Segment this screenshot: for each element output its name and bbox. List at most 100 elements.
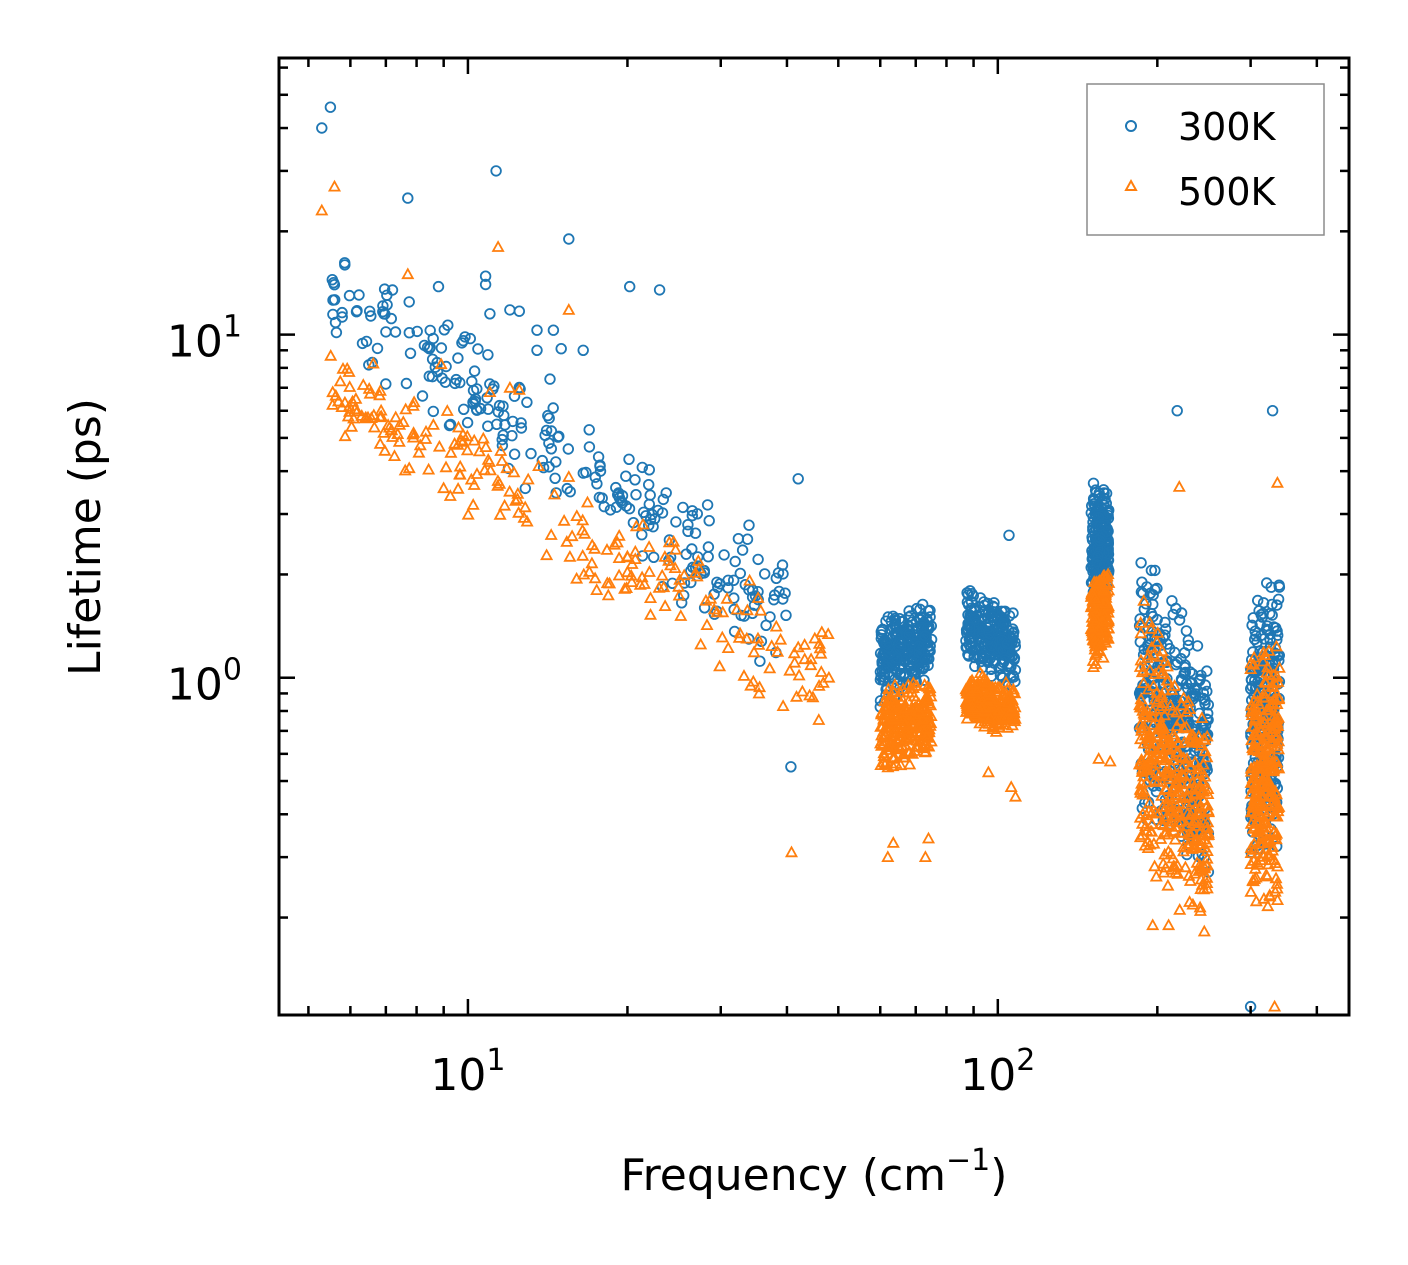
point-500k-19 [674, 609, 688, 621]
point-500k-458 [903, 757, 917, 770]
point-300k-740 [969, 602, 981, 615]
point-300k-1044 [1173, 614, 1186, 626]
point-500k-176 [366, 356, 380, 369]
point-500k-495 [918, 700, 932, 712]
point-300k-249 [471, 403, 483, 416]
point-300k-509 [919, 630, 931, 642]
point-500k-1214 [1160, 659, 1174, 672]
point-500k-1572 [1268, 884, 1282, 897]
point-500k-188 [349, 392, 363, 404]
point-300k-1006 [1135, 557, 1147, 569]
point-300k-34 [364, 305, 376, 318]
point-300k-159 [339, 257, 351, 269]
point-500k-34 [560, 535, 574, 547]
point-500k-1328 [1173, 713, 1187, 726]
point-500k-42 [511, 486, 525, 499]
point-500k-182 [461, 507, 475, 520]
point-500k-234 [620, 550, 635, 563]
point-500k-1329 [1136, 663, 1150, 676]
point-500k-111 [495, 454, 509, 466]
point-500k-142 [668, 561, 682, 573]
point-500k-33 [713, 659, 727, 672]
point-500k-949 [1089, 657, 1103, 669]
point-500k-1253 [1193, 900, 1207, 913]
point-500k-52 [754, 603, 768, 616]
point-500k-732 [982, 685, 996, 698]
point-500k-1498 [1259, 703, 1274, 716]
point-300k-721 [967, 590, 980, 602]
point-500k-149 [518, 500, 532, 513]
point-500k-1586 [1250, 687, 1264, 700]
x-axis-label: Frequency (cm−1) [621, 1143, 1008, 1201]
point-500k-1641 [1103, 754, 1117, 767]
point-300k-170 [515, 422, 528, 434]
point-300k-501 [903, 628, 915, 640]
point-300k-43 [547, 402, 559, 414]
point-500k-1300 [1151, 775, 1165, 787]
point-500k-1581 [1261, 790, 1275, 802]
point-500k-1511 [1270, 755, 1284, 768]
point-300k-1164 [1149, 564, 1161, 577]
point-500k-1643 [1146, 918, 1160, 931]
point-500k-100 [577, 567, 591, 580]
point-300k-1660 [785, 761, 797, 773]
point-500k-1151 [1177, 691, 1191, 703]
y-tick-label-10: 101 [167, 310, 242, 368]
point-500k-1451 [1258, 675, 1272, 687]
point-300k-1626 [1271, 599, 1283, 611]
point-500k-20 [672, 588, 686, 601]
point-500k-289 [894, 758, 908, 771]
point-500k-175 [439, 460, 453, 473]
point-300k-497 [874, 647, 887, 660]
point-500k-492 [886, 727, 900, 739]
point-300k-148 [458, 403, 470, 416]
point-500k-1355 [1270, 877, 1284, 889]
point-500k-1606 [1271, 719, 1285, 731]
point-500k-939 [1096, 583, 1110, 596]
point-300k-1650 [484, 308, 496, 320]
point-500k-110 [751, 591, 765, 603]
point-500k-1494 [1270, 893, 1285, 905]
point-500k-350 [874, 758, 888, 770]
point-500k-739 [970, 685, 984, 697]
point-300k-35 [435, 342, 448, 354]
point-500k-71 [570, 509, 584, 521]
point-300k-1647 [653, 284, 666, 296]
point-500k-1620 [315, 203, 329, 216]
point-500k-1211 [1177, 735, 1191, 748]
point-300k-82 [416, 390, 429, 402]
point-500k-1247 [1144, 621, 1158, 634]
point-300k-1312 [1163, 643, 1176, 655]
point-300k-1219 [1201, 665, 1213, 677]
point-300k-197 [544, 373, 556, 385]
point-500k-1324 [1142, 753, 1156, 766]
point-500k-201 [387, 449, 402, 462]
point-300k-727 [1007, 607, 1019, 619]
point-500k-206 [336, 361, 350, 374]
point-500k-1218 [1159, 783, 1173, 795]
point-500k-98 [643, 591, 658, 603]
point-500k-215 [377, 426, 391, 438]
point-500k-1640 [1092, 752, 1106, 764]
point-500k-55 [373, 437, 387, 449]
point-300k-24 [604, 504, 617, 516]
point-300k-251 [640, 510, 652, 522]
point-300k-246 [371, 342, 384, 355]
point-300k-967 [1092, 550, 1104, 563]
point-500k-1168 [1157, 818, 1171, 831]
point-300k-211 [589, 471, 602, 483]
point-500k-1259 [1154, 817, 1168, 829]
point-500k-1618 [1271, 760, 1285, 772]
point-300k-220 [729, 555, 741, 568]
point-300k-207 [615, 495, 627, 507]
point-500k-1304 [1184, 828, 1198, 840]
point-500k-1311 [1194, 882, 1208, 894]
point-500k-486 [878, 700, 892, 713]
point-300k-717 [969, 660, 981, 673]
point-500k-211 [585, 556, 599, 569]
point-500k-700 [983, 711, 997, 724]
point-300k-225 [492, 406, 505, 418]
point-300k-84 [472, 343, 484, 355]
point-500k-10 [740, 603, 754, 616]
point-500k-1027 [1143, 663, 1157, 676]
